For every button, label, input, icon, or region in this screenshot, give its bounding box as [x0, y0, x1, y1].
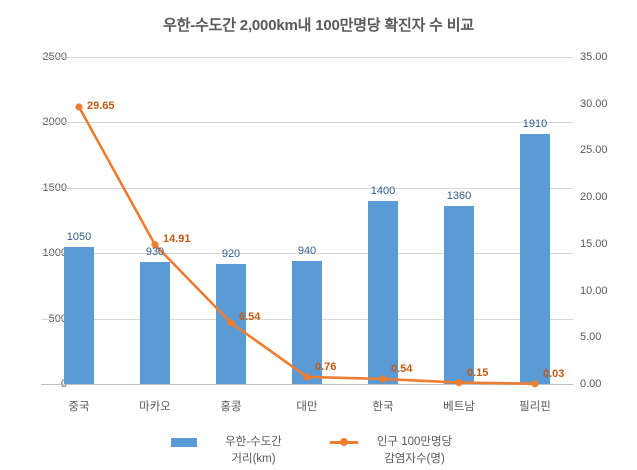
x-axis-category-label: 마카오 — [139, 401, 171, 413]
bar[interactable] — [368, 200, 398, 384]
line-data-point[interactable] — [303, 373, 311, 381]
y-axis-right-tick: 5.00 — [580, 331, 602, 344]
x-axis-category-label: 홍콩 — [220, 401, 242, 413]
gridline — [41, 122, 573, 124]
line-value-label: 29.65 — [87, 99, 115, 112]
line-data-point[interactable] — [227, 319, 235, 327]
bar-value-label: 1400 — [370, 184, 396, 197]
chart-title: 우한-수도간 2,000km내 100만명당 확진자 수 비교 — [163, 17, 474, 34]
bar-value-label: 940 — [297, 245, 317, 258]
y-axis-right-tick: 30.00 — [580, 97, 608, 110]
x-axis-category-label: 중국 — [68, 401, 90, 413]
gridline — [41, 187, 573, 189]
bar-value-label: 920 — [221, 247, 241, 260]
bar[interactable] — [64, 246, 94, 384]
legend-label: 인구 100만명당 감염자수(명) — [376, 436, 453, 465]
axis-baseline — [41, 384, 573, 385]
bar-value-label: 1910 — [522, 118, 548, 131]
legend-label: 우한-수도간 거리(km) — [225, 436, 282, 465]
legend-line-marker-icon — [329, 438, 358, 447]
bar[interactable] — [292, 261, 322, 384]
x-axis-category-label: 한국 — [372, 401, 394, 413]
y-axis-right-tick: 0.00 — [580, 378, 602, 390]
bar-value-label: 1360 — [446, 190, 472, 203]
bar-value-label: 930 — [145, 246, 165, 259]
y-axis-right-tick: 20.00 — [580, 191, 608, 204]
bar[interactable] — [140, 262, 170, 384]
line-value-label: 0.03 — [543, 367, 565, 380]
line-value-label: 0.54 — [391, 362, 413, 375]
legend-entry[interactable]: 인구 100만명당 감염자수(명) — [329, 434, 467, 468]
y-axis-right-tick: 10.00 — [580, 284, 608, 297]
y-axis-right-tick: 15.00 — [580, 237, 608, 250]
legend-entry[interactable]: 우한-수도간 거리(km) — [170, 434, 306, 468]
bar-value-label: 1050 — [66, 230, 92, 243]
x-axis-category-label: 베트남 — [443, 401, 475, 413]
y-axis-right-tick: 35.00 — [580, 51, 608, 63]
chart-legend: 우한-수도간 거리(km) 인구 100만명당 감염자수(명) — [0, 434, 637, 468]
line-data-point[interactable] — [531, 380, 539, 388]
x-axis-category-label: 대만 — [296, 401, 318, 413]
line-value-label: 14.91 — [163, 232, 191, 245]
gridline — [41, 57, 573, 58]
line-data-point[interactable] — [75, 103, 83, 111]
x-axis-category-label: 필리핀 — [519, 401, 551, 413]
line-data-point[interactable] — [455, 378, 463, 387]
bar[interactable] — [520, 134, 550, 384]
line-data-point[interactable] — [379, 375, 387, 383]
line-value-label: 6.54 — [239, 310, 261, 323]
legend-bar-swatch-icon — [170, 438, 197, 447]
line-value-label: 0.15 — [467, 366, 489, 379]
line-series-layer — [75, 103, 539, 388]
line-data-point[interactable] — [151, 241, 159, 249]
bar[interactable] — [444, 206, 474, 384]
gridline — [41, 253, 573, 255]
y-axis-right-tick: 25.00 — [580, 144, 608, 157]
line-value-label: 0.76 — [315, 360, 337, 373]
plot-area: 29.65 14.91 6.54 0.76 0.54 0.15 0.03 1050 930 92… — [41, 57, 573, 388]
